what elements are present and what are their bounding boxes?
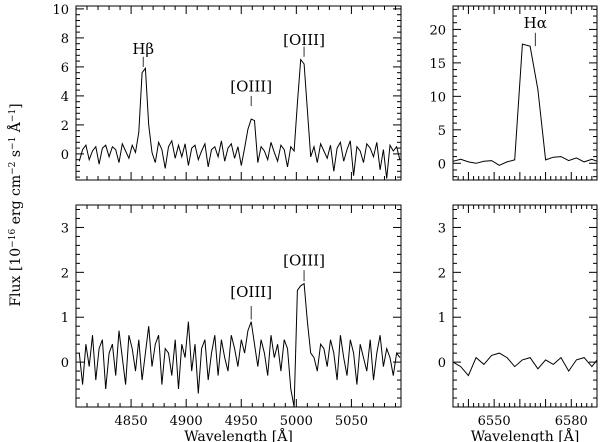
y-tick-label: 1 [438, 311, 446, 326]
x-tick-label: 4850 [115, 414, 148, 429]
x-tick-label: 4950 [225, 414, 258, 429]
y-tick-label: 3 [438, 221, 446, 236]
line-label: [OIII] [283, 252, 325, 270]
x-axis-label: Wavelength [Å] [471, 427, 580, 442]
x-tick-label: 6580 [555, 414, 588, 429]
x-tick-label: 4900 [170, 414, 203, 429]
x-axis-label: Wavelength [Å] [184, 427, 293, 442]
panel-frame [452, 204, 598, 408]
spectrum-line [452, 43, 598, 166]
y-tick-label: 20 [429, 23, 446, 38]
y-tick-label: 1 [61, 311, 69, 326]
line-label: Hβ [132, 40, 154, 58]
spectrum-line [78, 58, 401, 179]
line-label: [OIII] [283, 31, 325, 49]
panel-frame [75, 5, 402, 181]
panel-bottom-left: 0 1 2 3 4850 4900 4950 5000 5050 Wavelength [Å] [O… [61, 204, 402, 442]
y-tick-label: 0 [61, 148, 69, 163]
x-tick-label: 5050 [335, 414, 368, 429]
x-tick-label: 6550 [478, 414, 511, 429]
y-tick-label: 8 [61, 32, 69, 47]
y-tick-label: 10 [52, 3, 69, 18]
y-axis-label: Flux [10−16 erg cm−2 s−1 Å−1] [6, 103, 24, 306]
panel-top-right: 0 5 10 15 20 Hα [429, 5, 598, 181]
line-label: [OIII] [230, 78, 272, 96]
panel-frame [452, 5, 598, 181]
panel-frame [75, 204, 402, 408]
panel-top-left: 0 2 4 6 8 10 Hβ [OIII] [OIII] [52, 3, 402, 181]
y-tick-label: 10 [429, 90, 446, 105]
y-tick-label: 15 [429, 57, 446, 72]
y-tick-label: 2 [61, 266, 69, 281]
spectrum-line [452, 352, 598, 377]
line-label: [OIII] [230, 283, 272, 301]
y-tick-label: 6 [61, 61, 69, 76]
line-label: Hα [524, 14, 547, 32]
y-tick-label: 0 [61, 356, 69, 371]
y-tick-label: 4 [61, 90, 69, 105]
spectrum-line [78, 282, 401, 408]
y-tick-label: 5 [438, 124, 446, 139]
y-tick-label: 0 [438, 157, 446, 172]
y-tick-label: 2 [438, 266, 446, 281]
y-tick-label: 3 [61, 221, 69, 236]
x-tick-label: 5000 [280, 414, 313, 429]
y-tick-label: 2 [61, 119, 69, 134]
y-tick-label: 0 [438, 356, 446, 371]
